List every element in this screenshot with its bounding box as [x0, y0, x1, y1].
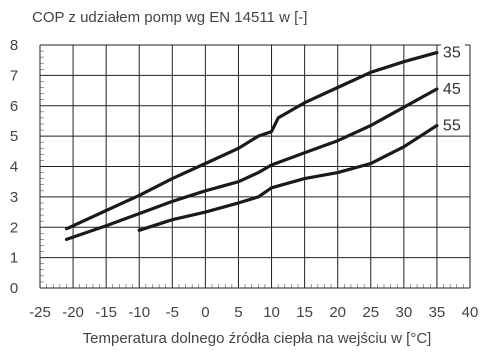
chart-title: COP z udziałem pomp wg EN 14511 w [-]	[32, 9, 308, 26]
series-line	[64, 87, 439, 241]
x-tick-label: 25	[362, 304, 379, 321]
x-tick-label: 10	[263, 304, 280, 321]
y-tick-label: 5	[10, 128, 18, 145]
x-tick-labels: -25 -20 -15 -10 -5 0 5 10 15 20 25 30 35 40	[29, 304, 478, 321]
x-tick-label: 40	[462, 304, 479, 321]
y-tick-label: 0	[10, 280, 18, 297]
series-label: 35	[443, 45, 461, 62]
x-axis-label: Temperatura dolnego źródła ciepła na wej…	[82, 330, 432, 347]
series-label-bg	[440, 115, 465, 135]
minor-grid	[40, 50, 464, 288]
x-tick-label: -15	[95, 304, 117, 321]
y-tick-label: 3	[10, 189, 18, 206]
x-tick-label: -10	[128, 304, 150, 321]
x-tick-label: 30	[396, 304, 413, 321]
y-tick-label: 2	[10, 219, 18, 236]
x-tick-label: 15	[296, 304, 313, 321]
y-tick-label: 1	[10, 250, 18, 267]
y-tick-label: 8	[10, 37, 18, 54]
series-group: 35 45 55	[64, 42, 465, 241]
x-tick-label: -20	[62, 304, 84, 321]
series-label-bg	[440, 42, 465, 62]
major-grid	[39, 44, 471, 289]
series-line	[137, 123, 439, 232]
x-tick-label: 35	[429, 304, 446, 321]
x-tick-label: 5	[234, 304, 242, 321]
series-label: 55	[443, 117, 461, 134]
y-tick-label: 4	[10, 159, 18, 176]
series-line	[64, 51, 439, 231]
y-tick-label: 7	[10, 67, 18, 84]
series-label-bg	[440, 79, 465, 99]
x-tick-label: -25	[29, 304, 51, 321]
x-tick-label: -5	[166, 304, 179, 321]
y-tick-label: 6	[10, 98, 18, 115]
series-label: 45	[443, 81, 461, 98]
x-tick-label: 0	[201, 304, 209, 321]
y-tick-labels: 0 1 2 3 4 5 6 7 8	[10, 37, 18, 297]
x-tick-label: 20	[329, 304, 346, 321]
